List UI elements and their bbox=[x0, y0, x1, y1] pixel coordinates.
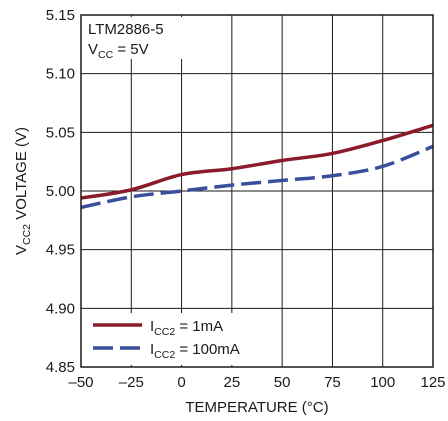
x-tick-labels: –50 –25 0 25 50 75 100 125 bbox=[68, 374, 445, 391]
x-tick-label: 75 bbox=[324, 374, 341, 391]
plot-frame bbox=[80, 14, 434, 368]
y-tick-label: 5.00 bbox=[46, 183, 75, 200]
series-line-1 bbox=[80, 144, 434, 210]
x-tick-label: 100 bbox=[370, 374, 395, 391]
annotation-part: LTM2886-5 bbox=[88, 21, 164, 38]
series-layer bbox=[80, 123, 434, 210]
annotation-box bbox=[83, 17, 183, 59]
y-tick-labels: 4.85 4.90 4.95 5.00 5.05 5.10 5.15 bbox=[46, 7, 75, 376]
legend-box bbox=[83, 313, 263, 365]
x-axis-title: TEMPERATURE (°C) bbox=[185, 399, 328, 416]
x-tick-label: 0 bbox=[177, 374, 185, 391]
legend-label-100ma: ICC2 = 100mA bbox=[150, 341, 240, 361]
legend-label-1ma: ICC2 = 1mA bbox=[150, 318, 223, 338]
x-tick-label: 50 bbox=[274, 374, 291, 391]
y-tick-label: 5.15 bbox=[46, 7, 75, 24]
y-tick-label: 5.05 bbox=[46, 124, 75, 141]
x-tick-label: –50 bbox=[68, 374, 93, 391]
legend: ICC2 = 1mA ICC2 = 100mA bbox=[83, 313, 263, 365]
y-tick-label: 4.95 bbox=[46, 242, 75, 259]
y-tick-label: 4.90 bbox=[46, 300, 75, 317]
x-tick-label: 125 bbox=[420, 374, 445, 391]
y-axis-title: VCC2 VOLTAGE (V) bbox=[13, 127, 33, 255]
annotation-condition: VCC = 5V bbox=[88, 41, 149, 61]
x-tick-label: 25 bbox=[224, 374, 241, 391]
x-tick-label: –25 bbox=[119, 374, 144, 391]
y-tick-label: 5.10 bbox=[46, 66, 75, 83]
series-line-0 bbox=[80, 123, 434, 200]
y-tick-label: 4.85 bbox=[46, 359, 75, 376]
